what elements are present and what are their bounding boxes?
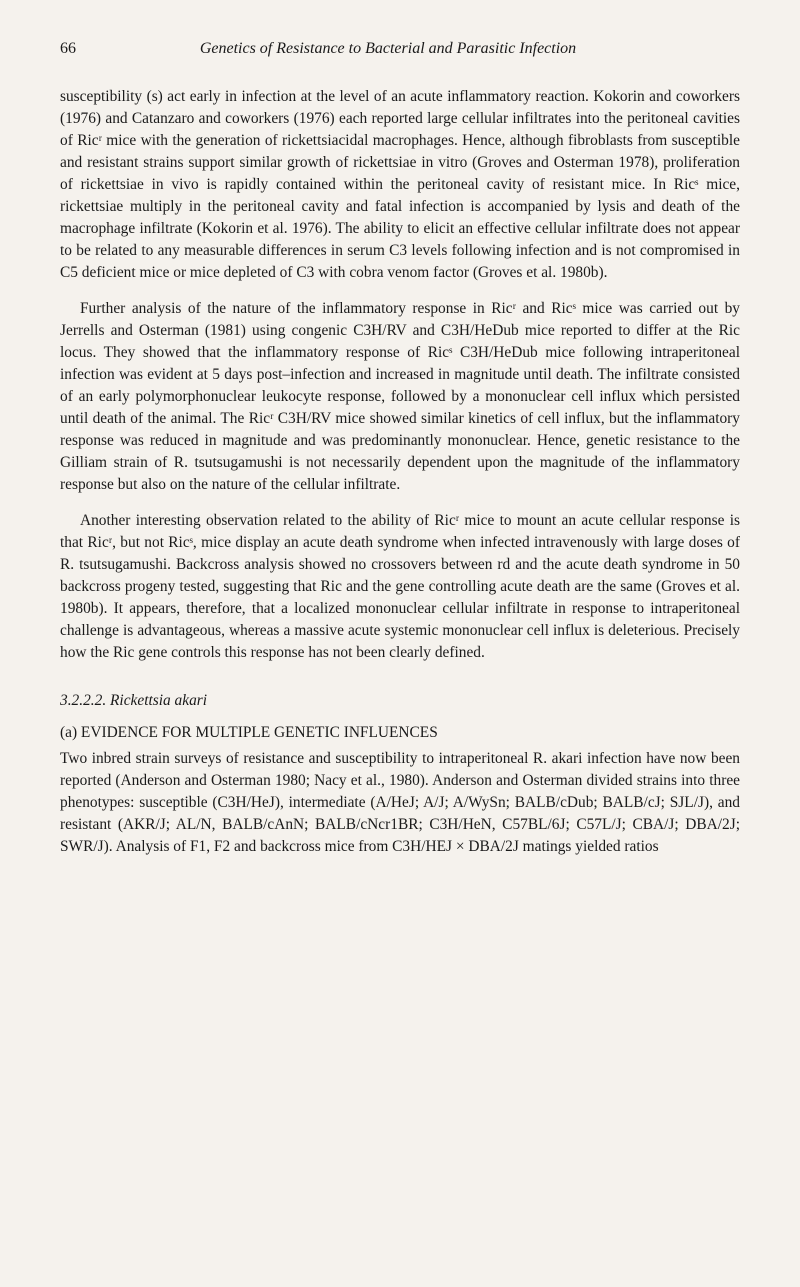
- page-header: 66 Genetics of Resistance to Bacterial a…: [60, 40, 740, 58]
- section-heading: 3.2.2.2. Rickettsia akari: [60, 692, 740, 710]
- paragraph-2: Further analysis of the nature of the in…: [60, 298, 740, 496]
- subsection-label: (a) EVIDENCE FOR MULTIPLE GENETIC INFLUE…: [60, 724, 740, 742]
- paragraph-3: Another interesting observation related …: [60, 510, 740, 664]
- running-title: Genetics of Resistance to Bacterial and …: [36, 40, 740, 58]
- paragraph-1: susceptibility (s) act early in infectio…: [60, 86, 740, 284]
- document-page: 66 Genetics of Resistance to Bacterial a…: [0, 0, 800, 922]
- paragraph-4: Two inbred strain surveys of resistance …: [60, 748, 740, 858]
